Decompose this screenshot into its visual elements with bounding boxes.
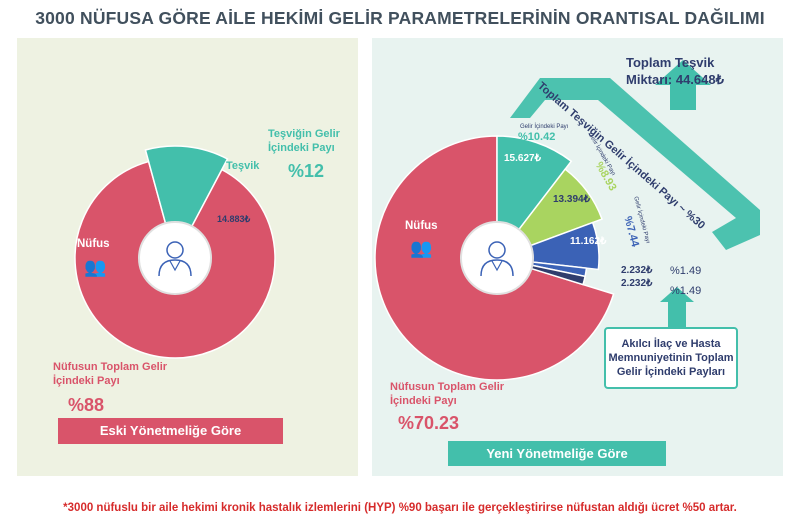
footnote: *3000 nüfuslu bir aile hekimi kronik has… (63, 502, 737, 514)
note-box: Akılcı İlaç ve Hasta Memnuniyetinin Topl… (604, 327, 738, 389)
total-arrow (510, 78, 760, 250)
right-nufus-label: Nüfus (405, 220, 438, 232)
total-label-1: Toplam Teşvik (626, 55, 715, 70)
right-banner: Yeni Yönetmeliğe Göre (448, 441, 666, 466)
seg5-pct: %1.49 (670, 285, 702, 297)
people-icon: 👥 (84, 257, 107, 277)
left-pie-chart (74, 145, 276, 359)
right-pop-share-label: Nüfusun Toplam Gelir İçindeki Payı (390, 381, 505, 407)
tesvik-amount: 14.883₺ (217, 214, 251, 224)
seg4-pct: %1.49 (670, 265, 702, 277)
seg3-amount: 11.162₺ (570, 236, 607, 247)
people-icon-right: 👥 (410, 238, 433, 258)
seg1-pct: %10.42 (518, 131, 556, 143)
tesvik-share-value: %12 (288, 161, 325, 181)
left-slice-te-vik (144, 145, 229, 261)
left-banner: Eski Yönetmeliğe Göre (58, 418, 283, 444)
total-label-2: Miktarı: 44.648₺ (626, 72, 724, 87)
seg1-amount: 15.627₺ (504, 153, 541, 164)
note-arrow (660, 287, 694, 327)
right-doctor-icon (480, 241, 514, 277)
seg4-amount: 2.232₺ (621, 265, 653, 276)
arrow-head (655, 60, 711, 110)
seg5-amount: 2.232₺ (621, 278, 653, 289)
page-title: 3000 NÜFUSA GÖRE AİLE HEKİMİ GELİR PARAM… (35, 8, 765, 28)
right-pie-chart (374, 135, 615, 381)
right-pop-share-value: %70.23 (398, 413, 460, 433)
seg1-small: Gelir İçindeki Payı (520, 124, 569, 130)
note-text: Akılcı İlaç ve Hasta Memnuniyetinin Topl… (608, 338, 734, 378)
tesvik-label: Teşvik (226, 160, 260, 172)
tesvik-share-label: Teşviğin Gelir İçindeki Payı (268, 128, 340, 154)
left-pop-share-value: %88 (68, 395, 105, 415)
seg2-amount: 13.394₺ (553, 194, 590, 205)
left-doctor-icon (158, 241, 192, 277)
left-nufus-label: Nüfus (77, 238, 110, 250)
left-pop-share-label: Nüfusun Toplam Gelir İçindeki Payı (53, 361, 168, 387)
